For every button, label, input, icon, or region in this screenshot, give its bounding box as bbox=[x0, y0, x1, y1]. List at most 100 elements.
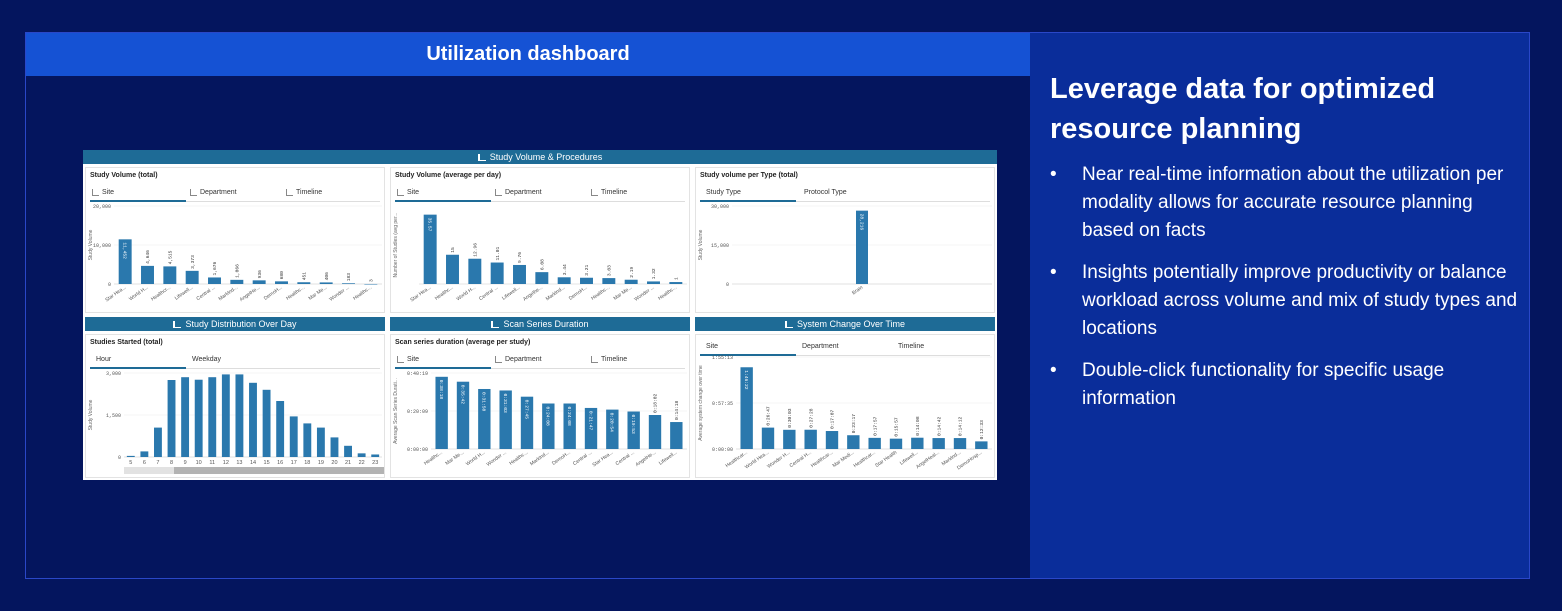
tab-site[interactable]: Site bbox=[397, 189, 419, 196]
tab-department[interactable]: Department bbox=[495, 189, 542, 196]
bar bbox=[783, 429, 796, 449]
data-label: 0:14:42 bbox=[936, 417, 942, 437]
active-tab-indicator bbox=[700, 200, 796, 202]
x-tick-label: Angelhe... bbox=[522, 285, 544, 303]
scrollbar-thumb[interactable] bbox=[174, 467, 384, 474]
tab-bar: Site Department Timeline bbox=[395, 352, 685, 369]
tab-label: Site bbox=[407, 356, 420, 363]
data-label: 4,515 bbox=[167, 250, 173, 264]
bar bbox=[670, 422, 683, 449]
data-label: 3 bbox=[368, 279, 374, 282]
tab-bar: Study Type Protocol Type bbox=[700, 185, 990, 202]
x-tick-label: Marklnd... bbox=[545, 285, 566, 303]
bar bbox=[276, 401, 285, 457]
tab-timeline[interactable]: Timeline bbox=[286, 189, 322, 196]
y-axis-label: Study Volume bbox=[698, 229, 704, 260]
section-bar-distribution[interactable]: Study Distribution Over Day bbox=[85, 317, 385, 331]
y-tick-label: 15,000 bbox=[711, 243, 729, 249]
x-tick-label: AngelHeal... bbox=[915, 450, 941, 471]
x-tick-label: 17 bbox=[291, 460, 297, 466]
bar bbox=[194, 379, 203, 457]
y-tick-label: 0:40:19 bbox=[407, 371, 428, 377]
x-tick-label: DemoH... bbox=[263, 285, 284, 302]
bar bbox=[163, 266, 177, 284]
x-tick-label: Central ... bbox=[615, 450, 636, 467]
x-tick-label: 5 bbox=[129, 460, 132, 466]
bar bbox=[140, 451, 149, 457]
data-label: 1.32 bbox=[651, 268, 657, 279]
x-tick-label: Mar Medi... bbox=[832, 450, 856, 469]
tab-label: Timeline bbox=[898, 343, 925, 350]
x-tick-label: 22 bbox=[359, 460, 365, 466]
y-tick-label: 1:55:13 bbox=[712, 355, 733, 361]
tab-bar: Site Department Timeline bbox=[395, 185, 685, 202]
bar bbox=[371, 454, 380, 457]
x-tick-label: Mar Me... bbox=[613, 285, 634, 302]
data-label: 12.96 bbox=[472, 243, 478, 257]
tab-weekday[interactable]: Weekday bbox=[192, 356, 221, 363]
bar bbox=[344, 445, 352, 457]
y-tick-label: 30,000 bbox=[711, 204, 729, 210]
tab-timeline[interactable]: Timeline bbox=[591, 189, 627, 196]
x-tick-label: 21 bbox=[345, 460, 351, 466]
tab-site[interactable]: Site bbox=[397, 356, 419, 363]
bar-chart-icon bbox=[591, 356, 598, 363]
data-label: 1,676 bbox=[212, 261, 218, 275]
bar bbox=[435, 376, 448, 449]
chart-system-change: Average system change over time 1:55:13 0:… bbox=[698, 355, 992, 471]
section-bar-volume[interactable]: Study Volume & Procedures bbox=[83, 150, 997, 164]
x-tick-label: Brain bbox=[851, 285, 864, 297]
bar bbox=[911, 437, 924, 449]
data-label: 3.03 bbox=[606, 265, 612, 276]
tab-department[interactable]: Department bbox=[190, 189, 237, 196]
y-tick-label: 0:57:35 bbox=[712, 401, 733, 407]
bar bbox=[141, 265, 154, 284]
x-tick-label: AngelHe... bbox=[239, 285, 262, 303]
data-label: 936 bbox=[257, 270, 263, 279]
chart-study-volume-type: Study Volume 30,000 15,000 0 28,216 Brain bbox=[698, 204, 992, 297]
x-tick-label: Healthc... bbox=[434, 285, 455, 302]
data-label: 451 bbox=[301, 272, 307, 281]
tab-label: Weekday bbox=[192, 356, 222, 363]
section-bar-scan-duration[interactable]: Scan Series Duration bbox=[390, 317, 690, 331]
active-tab-indicator bbox=[90, 200, 186, 202]
x-tick-label: Central ... bbox=[478, 285, 499, 302]
bar bbox=[499, 390, 512, 449]
tab-study-type[interactable]: Study Type bbox=[706, 189, 741, 196]
x-tick-label: 15 bbox=[264, 460, 270, 466]
data-label: 0:14:18 bbox=[674, 401, 680, 421]
bar bbox=[118, 239, 132, 284]
bar bbox=[647, 281, 660, 284]
y-axis-label: Average system change over time bbox=[698, 365, 704, 441]
panel-study-volume-avg: Study Volume (average per day) Site Depa… bbox=[390, 167, 690, 313]
bar-chart-icon bbox=[397, 356, 404, 363]
tab-protocol-type[interactable]: Protocol Type bbox=[804, 189, 847, 196]
tab-site[interactable]: Site bbox=[92, 189, 114, 196]
panel-scan-series-duration: Scan series duration (average per study)… bbox=[390, 334, 690, 478]
bar bbox=[316, 427, 325, 457]
x-tick-label: 8 bbox=[170, 460, 173, 466]
tab-bar: Site Department Timeline bbox=[90, 185, 380, 202]
x-tick-label: Central ... bbox=[195, 285, 216, 302]
x-tick-label: Healthcar... bbox=[810, 450, 834, 469]
tab-department[interactable]: Department bbox=[802, 343, 839, 350]
tab-department[interactable]: Department bbox=[495, 356, 542, 363]
y-tick-label: 3,000 bbox=[106, 371, 121, 377]
bar bbox=[761, 427, 775, 449]
x-tick-label: DemoH... bbox=[568, 285, 589, 302]
tab-hour[interactable]: Hour bbox=[96, 356, 111, 363]
bar bbox=[235, 374, 244, 457]
bar bbox=[825, 431, 839, 449]
tab-label: Timeline bbox=[601, 189, 628, 196]
data-label: 35.57 bbox=[427, 218, 433, 232]
data-label: 1,066 bbox=[234, 264, 240, 278]
tab-timeline[interactable]: Timeline bbox=[591, 356, 627, 363]
x-tick-label: Marklnd... bbox=[218, 285, 239, 303]
section-bar-label: Scan Series Duration bbox=[503, 319, 589, 329]
bar bbox=[953, 438, 967, 449]
bar bbox=[804, 429, 817, 449]
tab-site[interactable]: Site bbox=[706, 343, 718, 350]
section-bar-system-change[interactable]: System Change Over Time bbox=[695, 317, 995, 331]
bar bbox=[627, 411, 640, 449]
tab-timeline[interactable]: Timeline bbox=[898, 343, 924, 350]
